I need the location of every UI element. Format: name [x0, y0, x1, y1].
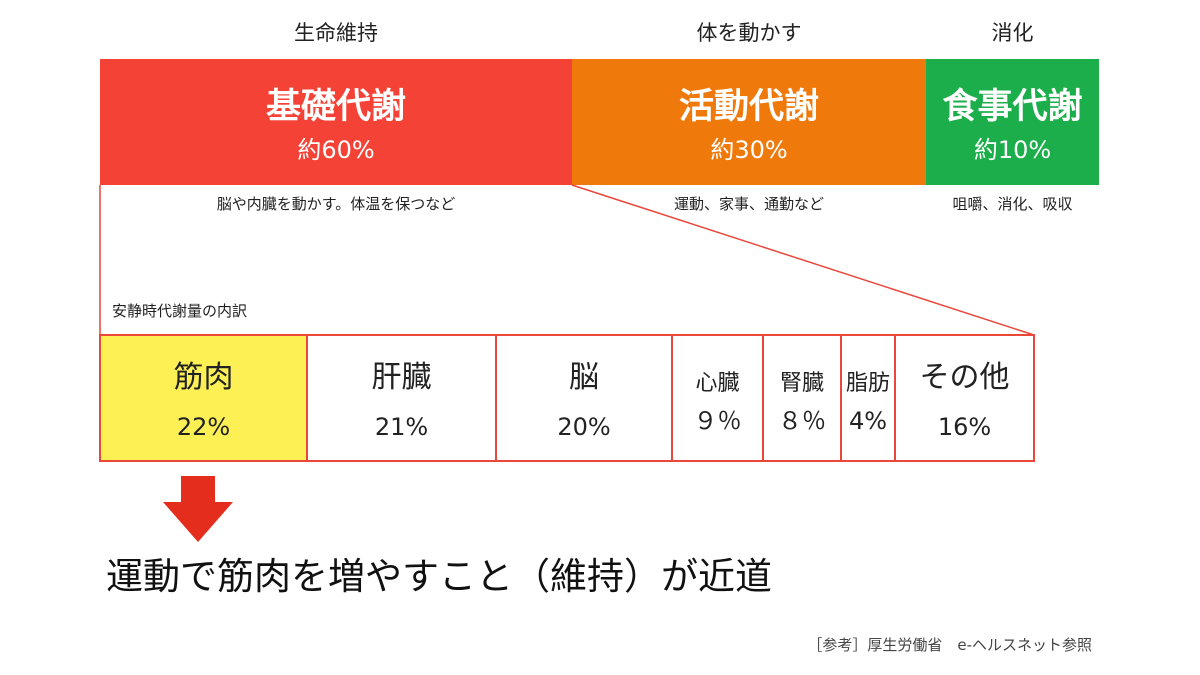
breakdown-cell-fat: 脂肪 4% — [842, 336, 896, 460]
description-diet: 咀嚼、消化、吸収 — [952, 195, 1073, 213]
block-diet-metabolism: 食事代謝 約10% — [926, 59, 1099, 185]
source-citation: ［参考］厚生労働省 e-ヘルスネット参照 — [807, 636, 1092, 654]
organ-name: 腎臓 — [779, 371, 824, 396]
block-title: 活動代謝 — [678, 87, 819, 127]
organ-name: 心臓 — [695, 371, 740, 396]
organ-name: 脳 — [569, 360, 599, 395]
organ-name: その他 — [919, 360, 1010, 395]
organ-name: 肝臓 — [371, 360, 432, 395]
breakdown-cell-kidney: 腎臓 ８％ — [764, 336, 842, 460]
organ-percent: 22% — [176, 413, 231, 441]
organ-percent: 4% — [848, 407, 888, 435]
breakdown-title: 安静時代謝量の内訳 — [112, 302, 248, 320]
block-basal-metabolism: 基礎代謝 約60% — [100, 59, 572, 185]
breakdown-table: 筋肉 22% 肝臓 21% 脳 20% 心臓 ９％ 腎臓 ８％ 脂肪 4% その… — [99, 334, 1035, 462]
breakdown-cell-liver: 肝臓 21% — [308, 336, 497, 460]
organ-percent: ８％ — [778, 407, 826, 435]
breakdown-cell-muscle: 筋肉 22% — [101, 336, 308, 460]
block-percent: 約10% — [973, 136, 1052, 164]
down-arrow-icon — [163, 476, 233, 542]
connector-right-line — [571, 184, 1035, 336]
block-title: 基礎代謝 — [265, 87, 406, 127]
organ-percent: ９％ — [693, 407, 742, 435]
organ-name: 筋肉 — [173, 360, 234, 395]
breakdown-cell-heart: 心臓 ９％ — [673, 336, 764, 460]
category-label-digestion: 消化 — [991, 21, 1034, 45]
block-percent: 約60% — [297, 136, 375, 164]
description-basal: 脳や内臓を動かす。体温を保つなど — [216, 195, 456, 213]
organ-percent: 16% — [937, 413, 992, 441]
description-activity: 運動、家事、通勤など — [673, 195, 824, 213]
breakdown-cell-other: その他 16% — [896, 336, 1033, 460]
category-label-life-support: 生命維持 — [294, 21, 378, 45]
block-activity-metabolism: 活動代謝 約30% — [572, 59, 926, 185]
organ-name: 脂肪 — [845, 371, 890, 396]
conclusion-text: 運動で筋肉を増やすこと（維持）が近道 — [106, 555, 772, 598]
organ-percent: 20% — [557, 413, 611, 441]
block-percent: 約30% — [710, 136, 788, 164]
organ-percent: 21% — [374, 413, 429, 441]
block-title: 食事代謝 — [942, 87, 1083, 127]
breakdown-cell-brain: 脳 20% — [497, 336, 673, 460]
category-label-movement: 体を動かす — [696, 21, 802, 45]
